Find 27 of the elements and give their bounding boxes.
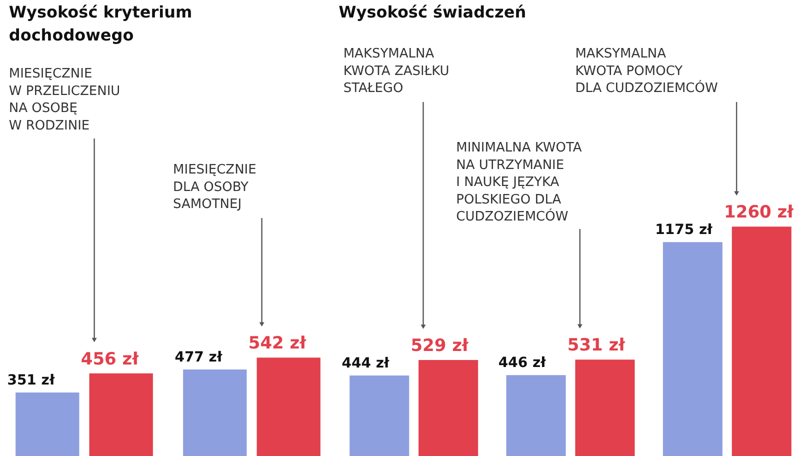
annotation: MIESIĘCZNIE DLA OSOBY SAMOTNEJ — [173, 162, 256, 212]
data-label: 351 zł — [7, 372, 56, 388]
bar — [662, 242, 722, 456]
bar — [256, 358, 320, 456]
data-label: 531 zł — [567, 336, 626, 356]
annotation: MINIMALNA KWOTA NA UTRZYMANIE I NAUKĘ JĘZYKA POLSKIEGO DLA CUDZOZIEMCÓW — [456, 140, 582, 224]
data-label: 542 zł — [248, 334, 307, 354]
bar — [183, 369, 247, 456]
annotation: MAKSYMALNA KWOTA ZASIŁKU STAŁEGO — [343, 46, 450, 96]
bar — [16, 392, 80, 456]
data-label: 1175 zł — [655, 222, 714, 238]
bar — [575, 360, 635, 456]
bar — [418, 360, 478, 456]
text: Wysokość kryterium dochodowego — [8, 2, 192, 44]
bar — [732, 226, 792, 456]
bar — [89, 373, 153, 456]
annotation: MAKSYMALNA KWOTA POMOCY DLA CUDZOZIEMCÓW — [575, 46, 718, 96]
data-label: 529 zł — [410, 336, 469, 356]
data-label: 444 zł — [342, 356, 390, 372]
data-label: 477 zł — [174, 349, 223, 366]
annotation: MIESIĘCZNIE W PRZELICZENIU NA OSOBĘ W RODZINIE — [8, 66, 120, 134]
bar — [350, 376, 410, 456]
data-label: 1260 zł — [724, 202, 794, 223]
bar — [506, 375, 566, 456]
data-label: 456 zł — [80, 349, 140, 370]
chart-title: Wysokość świadczeń — [338, 2, 526, 22]
data-label: 446 zł — [498, 355, 547, 372]
